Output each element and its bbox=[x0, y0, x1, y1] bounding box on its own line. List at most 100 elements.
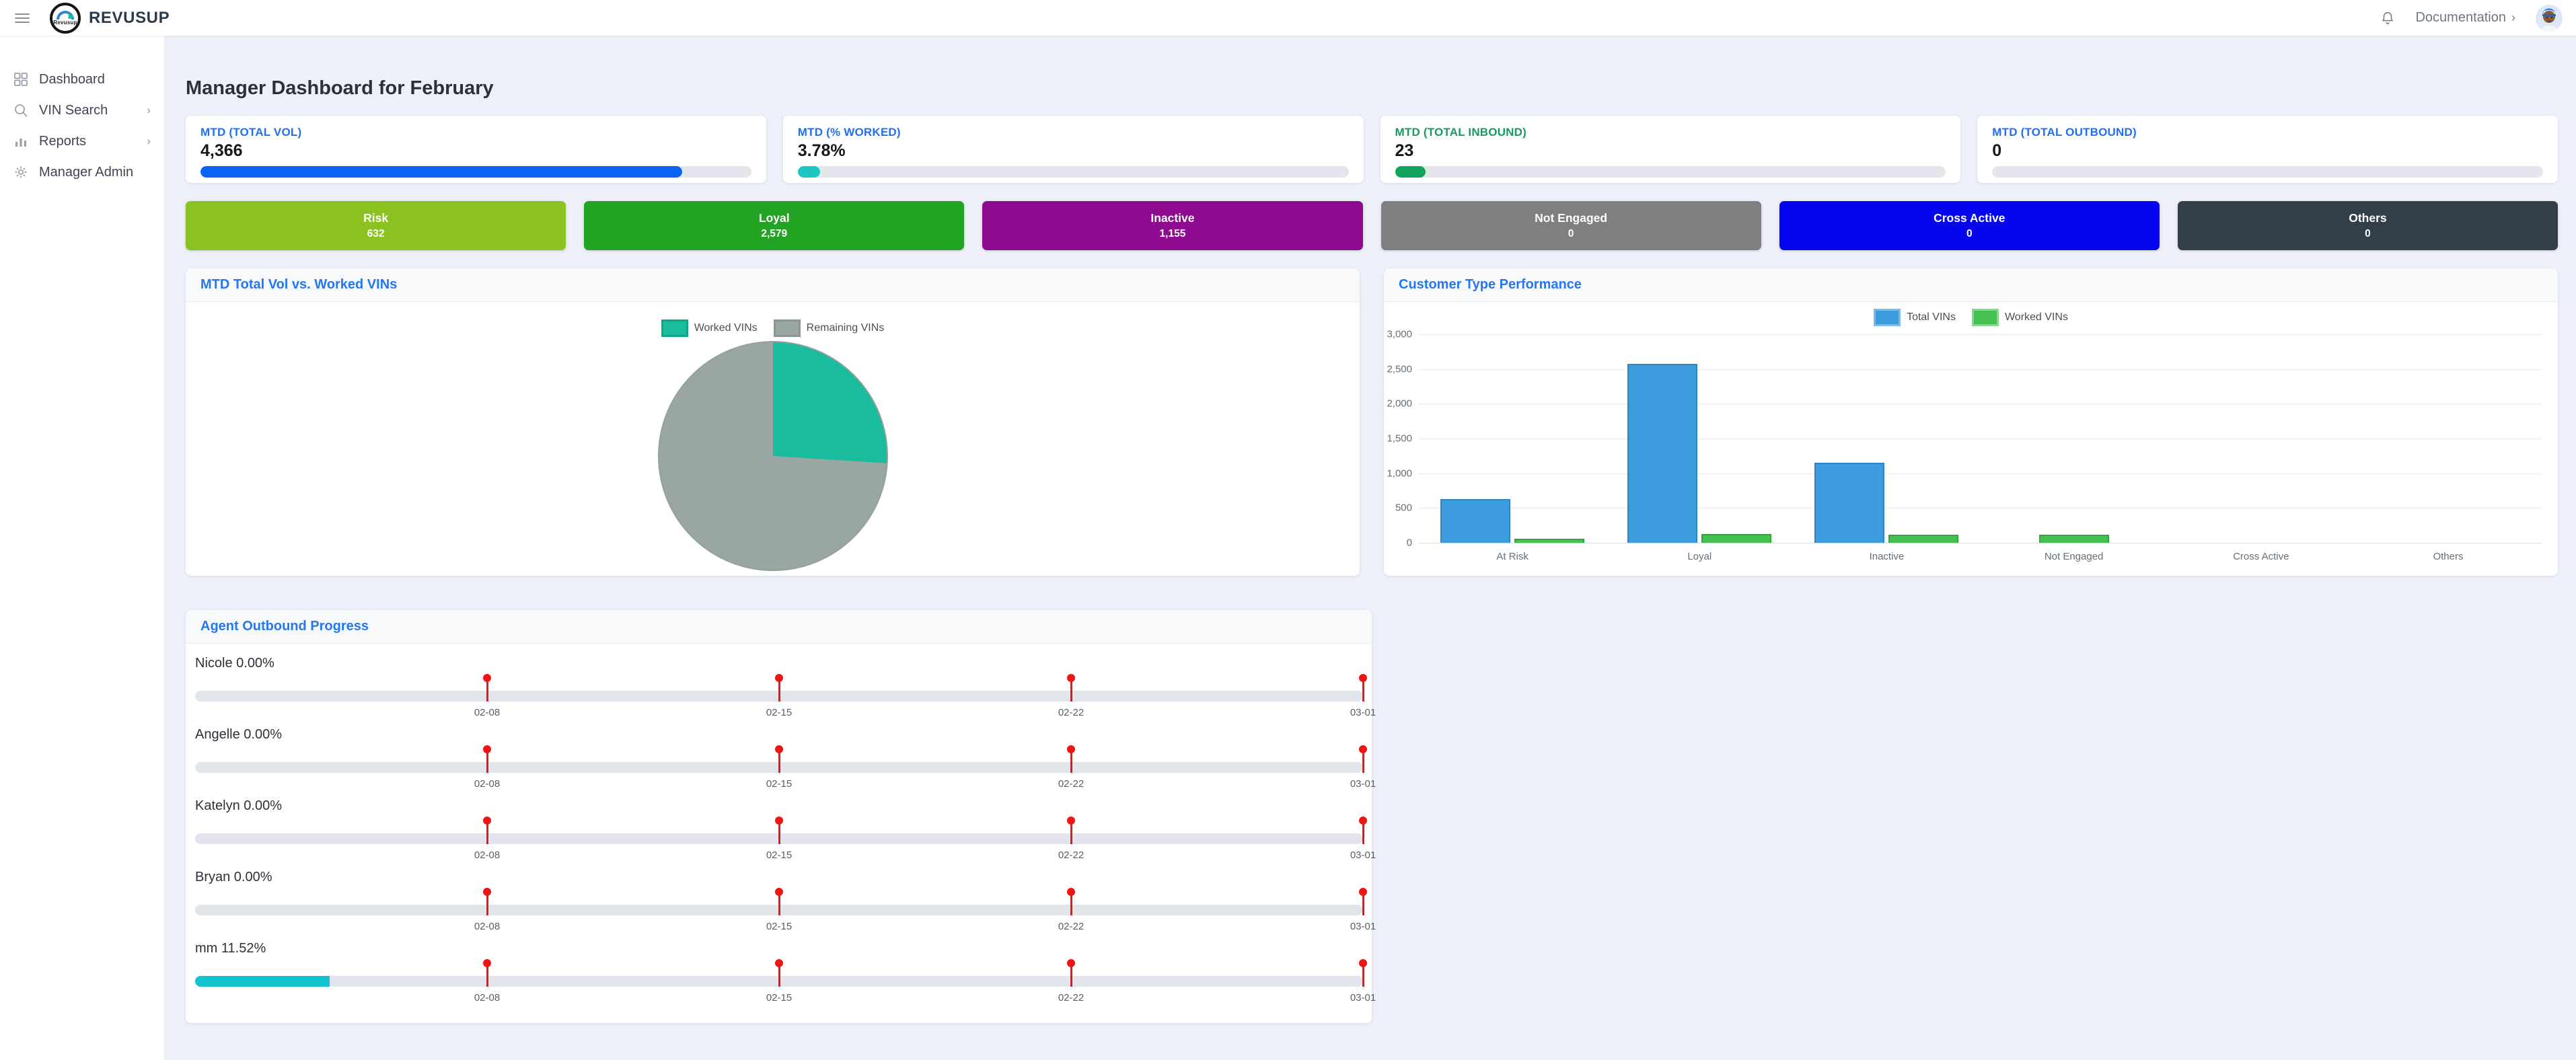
bar-y-tick-label: 500 bbox=[1395, 502, 1412, 514]
timeline-pin-icon bbox=[1359, 888, 1367, 915]
brand-logo-small-text: Revusup bbox=[53, 19, 77, 26]
status-button-count: 1,155 bbox=[1159, 228, 1186, 239]
chevron-right-icon: › bbox=[2511, 11, 2515, 24]
agent-progress-track-wrap bbox=[195, 674, 1367, 702]
bar-card-title: Customer Type Performance bbox=[1399, 277, 1582, 292]
timeline-date-label: 03-01 bbox=[1350, 707, 1376, 718]
bar-legend-label: Worked VINs bbox=[2004, 311, 2068, 323]
agent-row-katelyn: Katelyn 0.00% 02-08 02-15 02-22 03-01 bbox=[195, 798, 1376, 863]
status-button-others[interactable]: Others 0 bbox=[2177, 201, 2559, 250]
sidebar-item-manager-admin[interactable]: Manager Admin bbox=[0, 157, 164, 188]
agent-row-nicole: Nicole 0.00% 02-08 02-15 02-22 03-01 bbox=[195, 656, 1376, 720]
bar-plot-area: 3,000 2,500 2,000 1,500 1,000 500 0 bbox=[1387, 329, 2542, 549]
documentation-link[interactable]: Documentation › bbox=[2415, 10, 2515, 26]
status-button-loyal[interactable]: Loyal 2,579 bbox=[584, 201, 965, 250]
agent-row-bryan: Bryan 0.00% 02-08 02-15 02-22 03-01 bbox=[195, 870, 1376, 934]
main-content: Manager Dashboard for February MTD (TOTA… bbox=[165, 0, 2576, 1023]
status-button-inactive[interactable]: Inactive 1,155 bbox=[982, 201, 1363, 250]
bar-gridline bbox=[1419, 334, 2542, 335]
kpi-value: 4,366 bbox=[200, 141, 243, 160]
sidebar-item-vin-search[interactable]: VIN Search › bbox=[0, 95, 164, 126]
status-button-count: 632 bbox=[367, 228, 385, 239]
sidebar-item-dashboard[interactable]: Dashboard bbox=[0, 64, 164, 95]
timeline-pin-icon bbox=[1067, 817, 1075, 844]
bell-icon[interactable] bbox=[2380, 10, 2395, 26]
status-button-cross-active[interactable]: Cross Active 0 bbox=[1779, 201, 2160, 250]
kpi-label: MTD (TOTAL INBOUND) bbox=[1395, 126, 1526, 139]
agent-progress-track-wrap bbox=[195, 817, 1367, 844]
bar-gridline bbox=[1419, 369, 2542, 370]
status-button-count: 0 bbox=[1966, 228, 1973, 239]
timeline-pin-icon bbox=[1067, 888, 1075, 915]
kpi-progress-track bbox=[200, 166, 751, 178]
timeline-pin-icon bbox=[1359, 959, 1367, 987]
status-button-label: Others bbox=[2349, 211, 2387, 225]
timeline-pin-icon bbox=[1359, 674, 1367, 702]
brand-logo-icon: Revusup bbox=[50, 2, 81, 34]
agent-card-body: Nicole 0.00% 02-08 02-15 02-22 03-01 Angelle … bbox=[186, 644, 1376, 1023]
bar-x-label-0: At Risk bbox=[1496, 551, 1529, 562]
bar-slot-5 bbox=[2355, 334, 2542, 543]
status-button-label: Risk bbox=[363, 211, 389, 225]
chevron-right-icon: › bbox=[147, 104, 151, 116]
timeline-date-label: 02-08 bbox=[474, 921, 501, 932]
agent-progress-track-wrap bbox=[195, 888, 1367, 915]
hamburger-menu-icon[interactable] bbox=[15, 11, 30, 26]
agent-name-and-pct: Nicole 0.00% bbox=[195, 656, 274, 671]
pie-legend-item[interactable]: Remaining VINs bbox=[773, 319, 884, 337]
agent-progress-track-wrap bbox=[195, 959, 1367, 987]
status-button-label: Loyal bbox=[758, 211, 790, 225]
kpi-label: MTD (TOTAL VOL) bbox=[200, 126, 302, 139]
timeline-pin-icon bbox=[1067, 745, 1075, 773]
timeline-pin-icon bbox=[775, 745, 783, 773]
bar-y-tick-label: 1,500 bbox=[1387, 432, 1412, 445]
dashboard-grid-icon bbox=[13, 72, 28, 87]
pie-legend-label: Worked VINs bbox=[694, 322, 758, 334]
timeline-pin-icon bbox=[1067, 959, 1075, 987]
bar-legend-item[interactable]: Total VINs bbox=[1874, 309, 1956, 326]
bar-total-vins bbox=[1627, 364, 1698, 543]
bar-legend-swatch bbox=[1874, 309, 1901, 326]
timeline-date-label: 02-22 bbox=[1058, 921, 1084, 932]
timeline-date-label: 02-22 bbox=[1058, 849, 1084, 861]
status-button-not-engaged[interactable]: Not Engaged 0 bbox=[1381, 201, 1761, 250]
kpi-card-row: MTD (TOTAL VOL) 4,366 MTD (% WORKED) 3.78% M… bbox=[186, 116, 2558, 183]
bar-x-label-1: Loyal bbox=[1687, 551, 1712, 562]
brand-logo[interactable]: Revusup REVUSUP bbox=[50, 2, 170, 34]
sidebar-item-label: Manager Admin bbox=[39, 164, 134, 180]
bar-x-axis-labels: At Risk Loyal Inactive Not Engaged Cross Act… bbox=[1419, 551, 2542, 562]
kpi-progress-track bbox=[1395, 166, 1946, 178]
documentation-label: Documentation bbox=[2415, 10, 2506, 25]
bar-y-tick-label: 3,000 bbox=[1387, 328, 1412, 340]
kpi-progress-track bbox=[797, 166, 1349, 178]
timeline-pin-icon bbox=[483, 745, 491, 773]
agent-timeline-dates: 02-08 02-15 02-22 03-01 bbox=[195, 707, 1376, 720]
bar-x-label-3: Not Engaged bbox=[2044, 551, 2104, 562]
pie-card-header: MTD Total Vol vs. Worked VINs bbox=[186, 268, 1360, 302]
timeline-date-label: 02-15 bbox=[766, 849, 793, 861]
timeline-date-label: 02-08 bbox=[474, 992, 501, 1004]
page-title: Manager Dashboard for February bbox=[186, 77, 494, 99]
timeline-pin-icon bbox=[775, 674, 783, 702]
bar-slot-4 bbox=[2168, 334, 2355, 543]
timeline-date-label: 02-22 bbox=[1058, 778, 1084, 790]
user-avatar[interactable] bbox=[2536, 4, 2563, 32]
gear-icon bbox=[13, 165, 28, 180]
bar-worked-vins bbox=[1888, 535, 1959, 543]
sidebar-item-label: VIN Search bbox=[39, 102, 108, 118]
bar-card-body: Total VINs Worked VINs 3,000 2,500 2,000 1,5… bbox=[1384, 302, 2558, 576]
timeline-date-label: 02-15 bbox=[766, 778, 793, 790]
timeline-pin-icon bbox=[483, 674, 491, 702]
sidebar-item-reports[interactable]: Reports › bbox=[0, 126, 164, 157]
agent-timeline-dates: 02-08 02-15 02-22 03-01 bbox=[195, 778, 1376, 792]
bar-legend-item[interactable]: Worked VINs bbox=[1971, 309, 2068, 326]
kpi-card-2: MTD (TOTAL INBOUND) 23 bbox=[1380, 116, 1961, 183]
status-button-risk[interactable]: Risk 632 bbox=[186, 201, 566, 250]
pie-legend-item[interactable]: Worked VINs bbox=[661, 319, 758, 337]
timeline-date-label: 03-01 bbox=[1350, 849, 1376, 861]
agent-card-title: Agent Outbound Progress bbox=[200, 619, 369, 634]
kpi-value: 0 bbox=[1992, 141, 2002, 160]
status-button-row: Risk 632 Loyal 2,579 Inactive 1,155 Not Engage… bbox=[186, 201, 2559, 250]
timeline-pin-icon bbox=[483, 888, 491, 915]
search-icon bbox=[13, 103, 28, 118]
